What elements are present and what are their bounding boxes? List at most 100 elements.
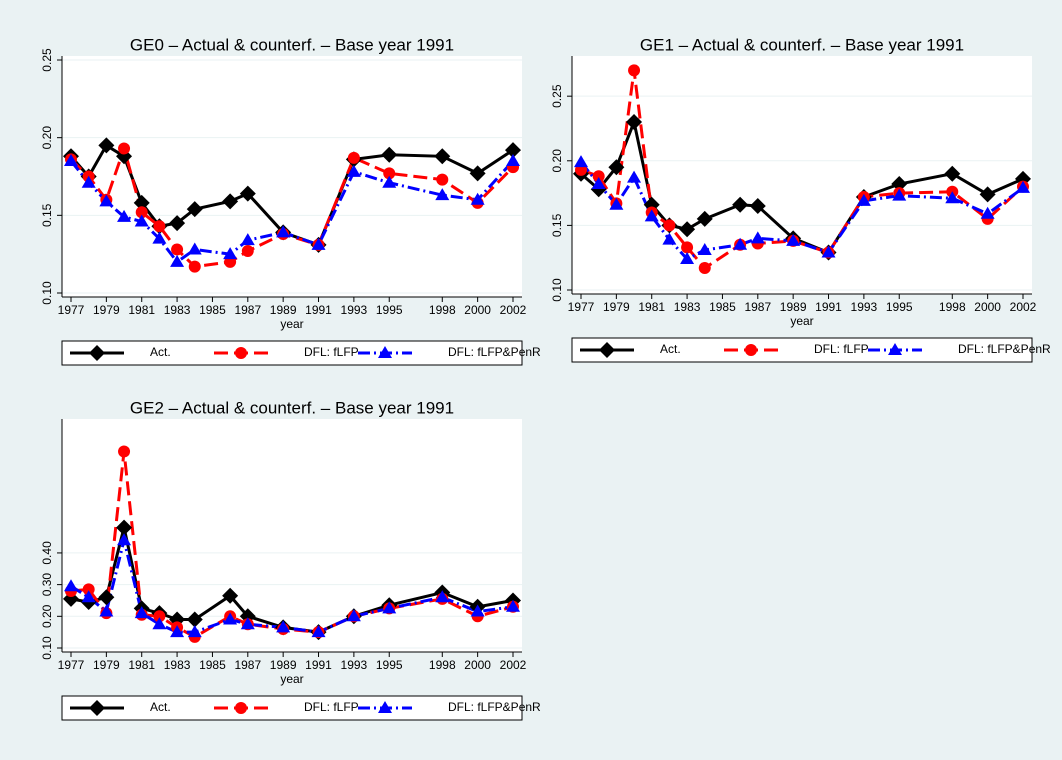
- x-tick-label: 1991: [815, 300, 842, 314]
- legend-label: Act.: [660, 342, 681, 356]
- marker: [187, 625, 202, 638]
- x-tick-label: 2002: [500, 658, 527, 672]
- x-tick-label: 1977: [58, 658, 85, 672]
- marker: [383, 167, 396, 180]
- x-tick-label: 1989: [780, 300, 807, 314]
- legend-label: DFL: fLFP&PenR: [958, 342, 1051, 356]
- marker: [733, 237, 748, 250]
- marker: [786, 233, 801, 246]
- x-tick-label: 2000: [464, 658, 491, 672]
- x-tick-label: 1985: [199, 658, 226, 672]
- marker: [679, 221, 696, 238]
- marker: [241, 245, 254, 258]
- legend-label: DFL: fLFP: [304, 345, 359, 359]
- x-tick-label: 1977: [568, 300, 595, 314]
- marker: [311, 237, 326, 250]
- x-tick-label: 1979: [93, 303, 120, 317]
- y-tick-label: 0.40: [40, 541, 54, 565]
- marker: [627, 170, 642, 183]
- marker: [152, 231, 167, 244]
- marker: [945, 191, 960, 204]
- y-tick-label: 0.20: [550, 149, 564, 173]
- chart-title: GE1 – Actual & counterf. – Base year 199…: [640, 35, 964, 54]
- chart-title: GE2 – Actual & counterf. – Base year 199…: [130, 398, 454, 417]
- y-tick-label: 0.10: [40, 636, 54, 660]
- marker: [891, 176, 908, 193]
- x-axis-label: year: [280, 672, 303, 686]
- y-tick-label: 0.10: [40, 281, 54, 305]
- marker: [117, 533, 132, 546]
- y-tick-label: 0.15: [40, 203, 54, 227]
- marker: [134, 606, 149, 619]
- marker: [470, 604, 485, 617]
- x-tick-label: 1989: [270, 658, 297, 672]
- marker: [222, 193, 239, 210]
- legend-label: Act.: [150, 700, 171, 714]
- marker: [82, 583, 95, 596]
- marker: [223, 247, 238, 260]
- marker: [240, 617, 255, 630]
- x-tick-label: 2000: [974, 300, 1001, 314]
- x-tick-label: 1979: [603, 300, 630, 314]
- x-tick-label: 1985: [709, 300, 736, 314]
- legend-marker: [378, 701, 392, 713]
- y-tick-label: 0.25: [550, 84, 564, 108]
- marker: [346, 164, 361, 177]
- x-tick-label: 1993: [341, 303, 368, 317]
- marker: [980, 206, 995, 219]
- marker: [153, 610, 166, 623]
- legend: [571, 337, 1033, 363]
- x-axis-label: year: [790, 314, 813, 328]
- y-tick-label: 0.20: [40, 604, 54, 628]
- marker: [697, 242, 712, 255]
- marker: [186, 611, 203, 628]
- marker: [644, 209, 659, 222]
- marker: [222, 587, 239, 604]
- y-tick-label: 0.20: [40, 126, 54, 150]
- marker: [506, 153, 520, 166]
- marker: [574, 155, 588, 168]
- marker: [117, 209, 132, 222]
- marker: [187, 242, 202, 255]
- x-tick-label: 1987: [234, 658, 261, 672]
- x-tick-label: 2000: [464, 303, 491, 317]
- marker: [469, 165, 486, 182]
- x-tick-label: 2002: [1010, 300, 1037, 314]
- x-tick-label: 1983: [164, 658, 191, 672]
- x-tick-label: 1991: [305, 658, 332, 672]
- marker: [223, 612, 238, 625]
- legend-label: DFL: fLFP: [304, 700, 359, 714]
- marker: [81, 590, 96, 603]
- legend-marker: [235, 702, 247, 714]
- marker: [152, 617, 167, 630]
- marker: [64, 153, 78, 166]
- marker: [169, 215, 186, 232]
- marker: [681, 241, 694, 254]
- x-tick-label: 1998: [429, 658, 456, 672]
- marker: [591, 177, 606, 190]
- x-axis-label: year: [280, 317, 303, 331]
- x-tick-label: 1983: [164, 303, 191, 317]
- x-tick-label: 2002: [500, 303, 527, 317]
- marker: [680, 251, 695, 264]
- marker: [98, 589, 115, 606]
- marker: [436, 173, 449, 186]
- marker: [276, 620, 291, 633]
- legend: [61, 340, 523, 366]
- x-tick-label: 1991: [305, 303, 332, 317]
- x-tick-label: 1995: [376, 303, 403, 317]
- legend-marker: [745, 344, 757, 356]
- x-tick-label: 1995: [886, 300, 913, 314]
- legend-marker: [89, 345, 105, 361]
- chart-title: GE0 – Actual & counterf. – Base year 199…: [130, 35, 454, 54]
- marker: [749, 198, 766, 215]
- marker: [81, 175, 96, 188]
- marker: [505, 142, 521, 159]
- marker: [732, 196, 749, 213]
- marker: [118, 445, 131, 458]
- plot-area: [572, 56, 1032, 294]
- marker: [944, 165, 961, 182]
- x-tick-label: 1977: [58, 303, 85, 317]
- marker: [99, 194, 114, 207]
